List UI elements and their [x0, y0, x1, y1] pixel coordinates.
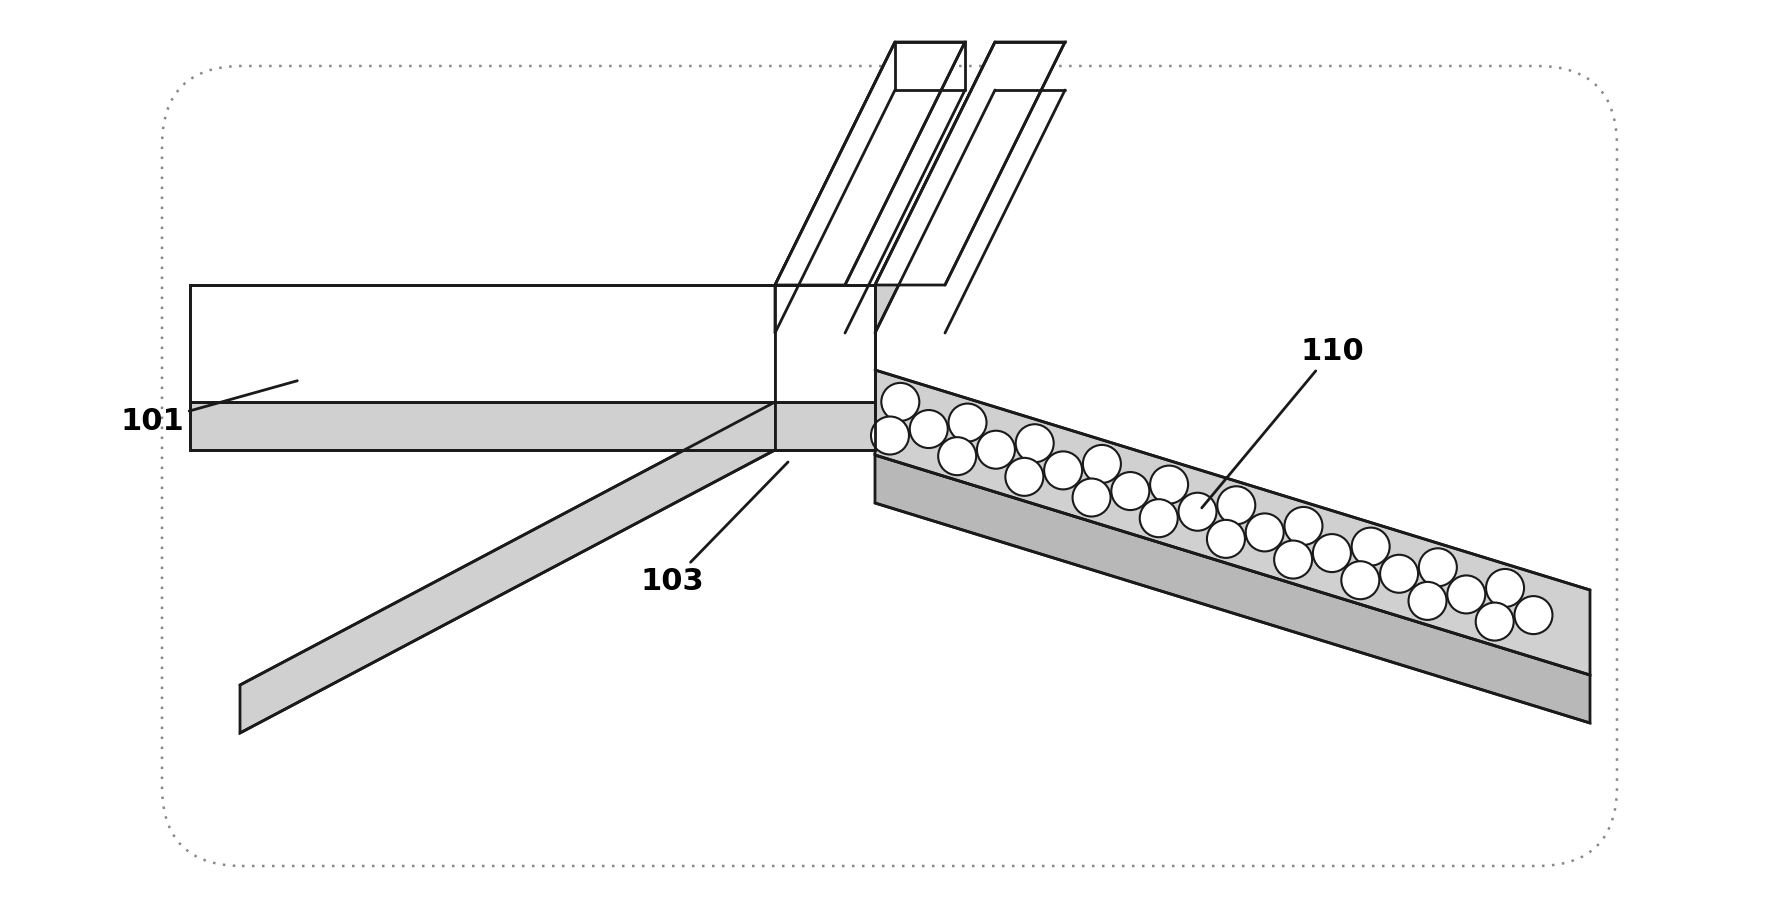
Polygon shape — [876, 455, 1590, 723]
Circle shape — [1084, 445, 1121, 483]
Circle shape — [1150, 465, 1187, 504]
Circle shape — [976, 431, 1015, 469]
Polygon shape — [876, 42, 996, 333]
Circle shape — [1005, 458, 1044, 496]
Text: 110: 110 — [1202, 337, 1363, 508]
Circle shape — [949, 404, 987, 442]
Circle shape — [1408, 582, 1447, 620]
Circle shape — [1273, 541, 1313, 578]
Circle shape — [1487, 569, 1524, 607]
Circle shape — [1476, 602, 1513, 641]
Polygon shape — [190, 285, 776, 402]
Circle shape — [1178, 493, 1216, 531]
Circle shape — [1073, 478, 1110, 517]
Circle shape — [1218, 487, 1255, 524]
Circle shape — [938, 437, 976, 476]
Circle shape — [1044, 452, 1082, 489]
Circle shape — [1381, 554, 1418, 593]
Circle shape — [1139, 499, 1178, 537]
Circle shape — [1447, 576, 1485, 613]
Circle shape — [1515, 596, 1553, 634]
Circle shape — [1352, 528, 1390, 565]
Text: 101: 101 — [120, 381, 297, 436]
Circle shape — [1341, 561, 1379, 599]
Circle shape — [1418, 548, 1456, 587]
Circle shape — [1313, 534, 1350, 572]
Polygon shape — [776, 42, 896, 333]
FancyBboxPatch shape — [161, 66, 1617, 866]
Circle shape — [1207, 520, 1245, 558]
Polygon shape — [776, 402, 876, 450]
Polygon shape — [876, 370, 1590, 675]
Circle shape — [1247, 513, 1284, 552]
Circle shape — [870, 417, 910, 454]
Polygon shape — [776, 42, 965, 285]
Text: 103: 103 — [639, 462, 788, 596]
Circle shape — [1015, 424, 1053, 463]
Polygon shape — [876, 42, 1066, 285]
Circle shape — [1284, 507, 1322, 545]
Polygon shape — [776, 285, 876, 402]
Circle shape — [1112, 472, 1150, 510]
Circle shape — [881, 383, 919, 421]
Polygon shape — [190, 402, 776, 450]
Polygon shape — [240, 402, 776, 733]
Circle shape — [910, 410, 947, 448]
